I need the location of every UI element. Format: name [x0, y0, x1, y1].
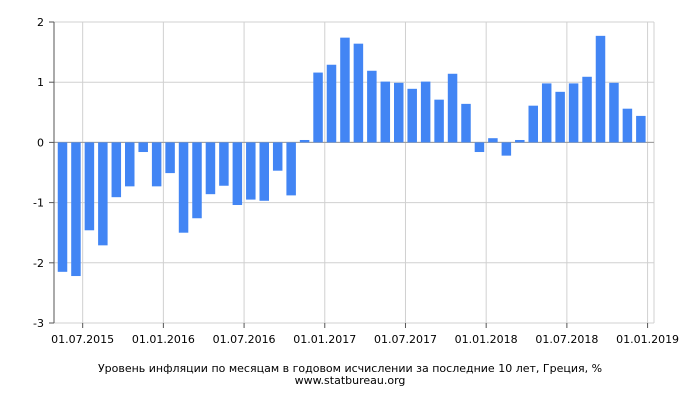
bar[interactable]: 11.2017: 0.64 [461, 103, 471, 143]
chart-title: Уровень инфляции по месяцам в годовом ис… [97, 362, 603, 375]
bar[interactable]: 05.2018: 0.98 [541, 83, 552, 143]
bar[interactable]: 08.2016: -0.97 [259, 142, 270, 201]
x-tick-label: 01.01.2019 [616, 333, 679, 346]
bar[interactable]: 05.2016: -0.72 [219, 142, 229, 186]
x-tick-label: 01.01.2017 [293, 333, 356, 346]
bar[interactable]: 06.2018: 0.84 [555, 91, 565, 143]
bar[interactable]: 05.2017: 1.01 [380, 81, 391, 143]
bar[interactable]: 02.2016: -1.5 [178, 142, 189, 233]
bars: 05.2015: -2.1506.2015: -2.2207.2015: -1.… [57, 35, 646, 277]
bar[interactable]: 06.2017: 0.99 [394, 82, 404, 143]
bar[interactable]: 01.2018: 0.07 [488, 138, 498, 143]
bar[interactable]: 10.2018: 0.99 [609, 82, 619, 143]
x-tick-label: 01.07.2015 [51, 333, 114, 346]
bar[interactable]: 04.2018: 0.61 [528, 105, 539, 143]
bar[interactable]: 06.2016: -1.04 [232, 142, 243, 206]
bar[interactable]: 02.2018: -0.22 [501, 142, 512, 156]
y-tick-label: -2 [33, 257, 44, 270]
axes: -3 -2 -1 0 1 2 01.07.2015 01.01.2016 01.07.2016 0… [33, 16, 679, 346]
bar[interactable]: 09.2016: -0.47 [272, 142, 283, 171]
bar[interactable]: 11.2015: -0.16 [138, 142, 148, 153]
bar[interactable]: 09.2017: 0.71 [434, 99, 444, 143]
y-tick-label: 1 [37, 76, 44, 89]
bar[interactable]: 11.2016: 0.04 [299, 139, 310, 143]
bar[interactable]: 03.2016: -1.26 [192, 142, 202, 219]
bar[interactable]: 03.2017: 1.64 [353, 43, 364, 143]
y-tick-label: 2 [37, 16, 44, 29]
x-tick-label: 01.01.2018 [455, 333, 518, 346]
bar[interactable]: 10.2015: -0.73 [125, 142, 135, 187]
bar[interactable]: 07.2018: 0.98 [568, 83, 579, 143]
bar[interactable]: 12.2015: -0.73 [151, 142, 162, 187]
y-tick-label: 0 [37, 136, 44, 149]
y-tick-label: -3 [33, 317, 44, 330]
bar-chart: 05.2015: -2.1506.2015: -2.2207.2015: -1.… [33, 16, 679, 346]
bar[interactable]: 07.2015: -1.46 [84, 142, 95, 231]
bar[interactable]: 11.2018: 0.56 [622, 108, 633, 143]
bar[interactable]: 02.2017: 1.74 [340, 37, 350, 143]
bar[interactable]: 06.2015: -2.22 [71, 142, 81, 277]
bar[interactable]: 04.2016: -0.86 [205, 142, 216, 195]
bar[interactable]: 12.2016: 1.16 [313, 72, 323, 143]
bar[interactable]: 08.2018: 1.09 [582, 76, 592, 143]
bar[interactable]: 09.2015: -0.91 [111, 142, 122, 198]
bar[interactable]: 05.2015: -2.15 [57, 142, 68, 272]
bar[interactable]: 12.2018: 0.44 [636, 115, 646, 143]
y-tick-label: -1 [33, 197, 44, 210]
source-link[interactable]: www.statbureau.org [294, 374, 406, 387]
x-tick-label: 01.07.2018 [535, 333, 598, 346]
x-tick-label: 01.07.2017 [374, 333, 437, 346]
bar[interactable]: 07.2016: -0.95 [246, 142, 256, 200]
bar[interactable]: 01.2017: 1.29 [326, 64, 337, 143]
bar[interactable]: 10.2017: 1.14 [447, 73, 458, 143]
bar[interactable]: 12.2017: -0.16 [474, 142, 485, 153]
bar[interactable]: 03.2018: 0.04 [515, 139, 525, 143]
bar[interactable]: 07.2017: 0.89 [407, 88, 417, 143]
x-tick-label: 01.01.2016 [132, 333, 195, 346]
x-tick-label: 01.07.2016 [213, 333, 276, 346]
bar[interactable]: 10.2016: -0.88 [286, 142, 296, 196]
bar[interactable]: 04.2017: 1.19 [367, 70, 377, 143]
bar[interactable]: 08.2017: 1.01 [420, 81, 431, 143]
bar[interactable]: 01.2016: -0.51 [165, 142, 175, 174]
bar[interactable]: 08.2015: -1.71 [98, 142, 108, 246]
bar[interactable]: 09.2018: 1.77 [595, 35, 606, 143]
